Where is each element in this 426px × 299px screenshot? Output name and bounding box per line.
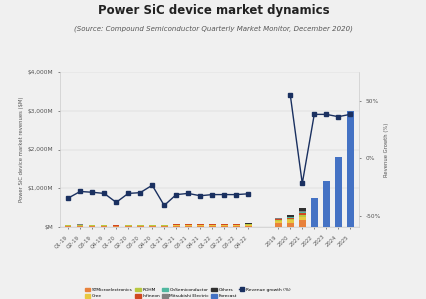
Y-axis label: Revenue Growth (%): Revenue Growth (%)	[383, 122, 388, 177]
Bar	[149, 226, 155, 227]
Bar	[137, 226, 143, 227]
Text: Power SiC device market dynamics: Power SiC device market dynamics	[98, 4, 328, 17]
Bar	[298, 212, 305, 213]
Bar	[173, 225, 179, 226]
Y-axis label: Power SiC device market revenues ($M): Power SiC device market revenues ($M)	[20, 97, 24, 202]
Bar	[322, 181, 329, 227]
Bar	[274, 220, 281, 221]
Bar	[196, 226, 203, 227]
Bar	[65, 225, 71, 226]
Bar	[173, 224, 179, 225]
Bar	[298, 220, 305, 227]
Bar	[233, 224, 239, 225]
Bar	[245, 225, 251, 226]
Bar	[274, 219, 281, 220]
Bar	[274, 218, 281, 219]
Bar	[298, 215, 305, 216]
Bar	[208, 226, 215, 227]
Bar	[274, 221, 281, 223]
Bar	[220, 226, 227, 227]
Bar	[161, 226, 167, 227]
Bar	[77, 226, 83, 227]
Bar	[220, 224, 227, 225]
Bar	[286, 215, 293, 216]
Bar	[173, 226, 179, 227]
Bar	[286, 220, 293, 223]
Bar	[286, 217, 293, 218]
Bar	[346, 111, 353, 227]
Bar	[184, 226, 191, 227]
Bar	[286, 223, 293, 227]
Bar	[233, 225, 239, 226]
Bar	[77, 225, 83, 226]
Bar	[233, 226, 239, 227]
Bar	[310, 198, 317, 227]
Bar	[298, 208, 305, 211]
Bar	[149, 225, 155, 226]
Bar	[208, 224, 215, 225]
Bar	[161, 225, 167, 226]
Bar	[125, 226, 131, 227]
Bar	[89, 225, 95, 226]
Bar	[286, 216, 293, 217]
Bar	[112, 226, 119, 227]
Bar	[245, 224, 251, 225]
Bar	[101, 225, 107, 226]
Bar	[101, 226, 107, 227]
Legend: STMicroelectronics, Cree, ROHM, Infineon, OnSemiconductor, Mitsubishi Electric, : STMicroelectronics, Cree, ROHM, Infineon…	[83, 286, 291, 299]
Bar	[65, 226, 71, 227]
Bar	[196, 224, 203, 225]
Bar	[298, 211, 305, 212]
Bar	[196, 225, 203, 226]
Bar	[286, 218, 293, 219]
Bar	[137, 225, 143, 226]
Bar	[274, 223, 281, 227]
Bar	[208, 225, 215, 226]
Bar	[245, 226, 251, 227]
Bar	[286, 219, 293, 220]
Bar	[184, 224, 191, 225]
Bar	[298, 213, 305, 215]
Bar	[125, 225, 131, 226]
Bar	[298, 216, 305, 220]
Bar	[220, 225, 227, 226]
Bar	[89, 226, 95, 227]
Text: (Source: Compound Semiconductor Quarterly Market Monitor, December 2020): (Source: Compound Semiconductor Quarterl…	[74, 25, 352, 32]
Bar	[334, 157, 341, 227]
Bar	[184, 225, 191, 226]
